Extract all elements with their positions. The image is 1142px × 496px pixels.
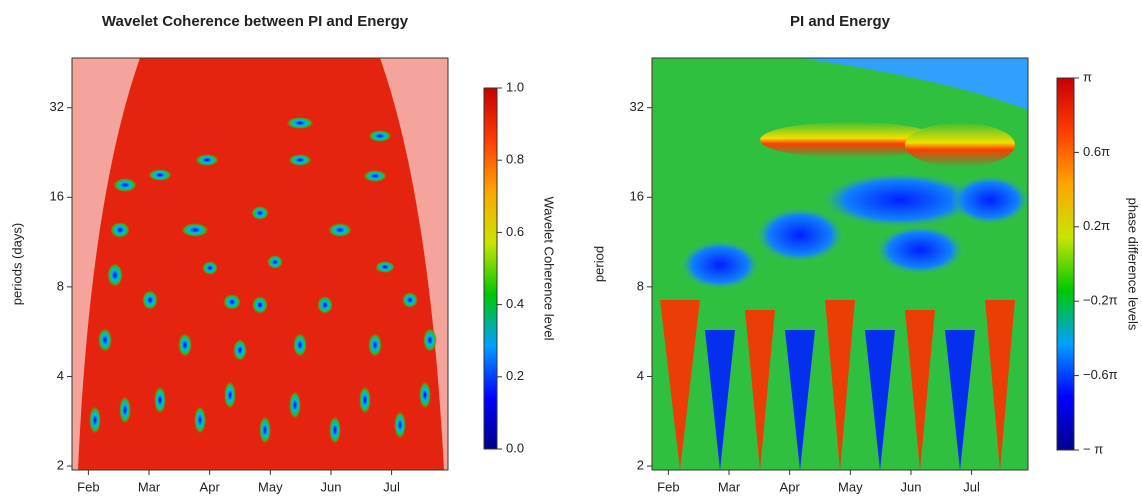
colorbar-label: Wavelet Coherence level — [542, 196, 557, 340]
plot-frame — [651, 57, 1029, 471]
x-tick-label: Mar — [138, 479, 161, 494]
y-tick-label: 8 — [57, 278, 64, 293]
colorbar-tick-label: −0.6π — [1083, 367, 1118, 382]
y-axis-label: periods (days) — [9, 223, 24, 305]
y-tick-label: 2 — [637, 458, 644, 473]
x-tick-label: Jul — [383, 479, 400, 494]
colorbar-tick-label: 0.6 — [506, 224, 524, 239]
colorbar-tick-label: − π — [1083, 441, 1103, 456]
x-tick-label: May — [258, 479, 283, 494]
colorbar-label: phase difference levels — [1126, 198, 1141, 331]
y-tick-label: 16 — [50, 189, 64, 204]
x-tick-label: Jun — [320, 479, 341, 494]
colorbar-tick-label: −0.2π — [1083, 293, 1118, 308]
colorbar-tick-label: 0.8 — [506, 152, 524, 167]
chart-title: Wavelet Coherence between PI and Energy — [102, 13, 409, 30]
x-tick-label: Apr — [200, 479, 221, 494]
y-axis-label: period — [591, 246, 606, 282]
colorbar-tick-label: π — [1083, 69, 1092, 84]
colorbar-tick-label: 0.0 — [506, 440, 524, 455]
x-tick-label: Jul — [963, 479, 980, 494]
x-tick-label: Jun — [900, 479, 921, 494]
x-tick-label: Feb — [657, 479, 679, 494]
colorbar — [1056, 77, 1075, 451]
colorbar-tick-label: 0.2 — [506, 368, 524, 383]
y-tick-label: 16 — [630, 189, 644, 204]
y-tick-label: 32 — [630, 99, 644, 114]
colorbar-tick-label: 0.2π — [1083, 218, 1110, 233]
colorbar-tick-label: 0.4 — [506, 296, 524, 311]
chart-title: PI and Energy — [790, 13, 891, 30]
x-tick-label: May — [838, 479, 863, 494]
plot-frame — [71, 57, 449, 471]
y-tick-label: 4 — [57, 368, 64, 383]
y-tick-label: 4 — [637, 368, 644, 383]
colorbar-tick-label: 0.6π — [1083, 144, 1110, 159]
x-tick-label: Feb — [77, 479, 99, 494]
heatmap-background — [652, 58, 1028, 470]
x-tick-label: Mar — [718, 479, 741, 494]
x-tick-label: Apr — [780, 479, 801, 494]
heatmap-background — [72, 58, 448, 470]
y-tick-label: 2 — [57, 458, 64, 473]
colorbar — [483, 87, 498, 450]
y-tick-label: 32 — [50, 99, 64, 114]
y-tick-label: 8 — [637, 278, 644, 293]
colorbar-tick-label: 1.0 — [506, 79, 524, 94]
